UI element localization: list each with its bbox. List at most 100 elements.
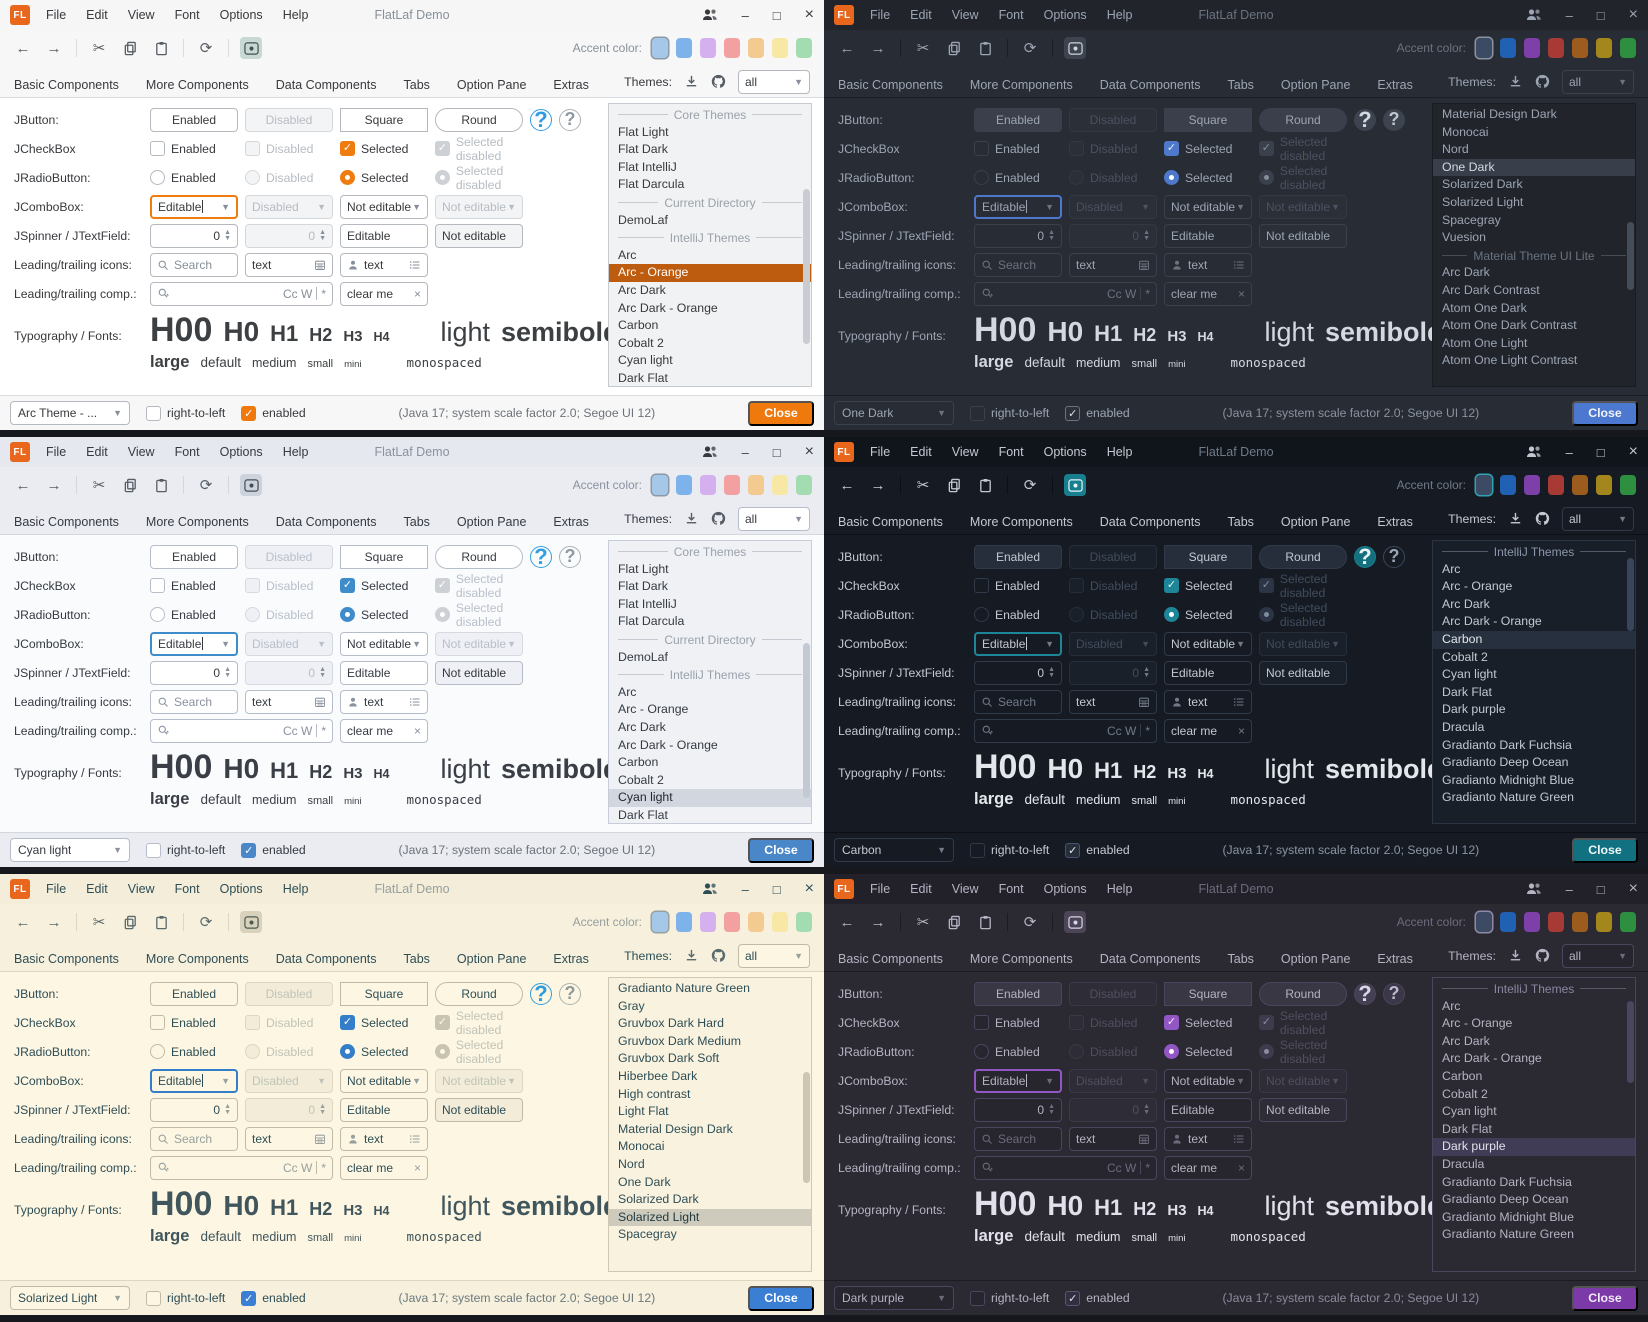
theme-list-item[interactable]: Arc Dark - Orange — [618, 737, 718, 752]
menu-font[interactable]: Font — [174, 8, 200, 22]
menu-font[interactable]: Font — [174, 882, 200, 896]
theme-list-item[interactable]: Cyan light — [609, 789, 811, 807]
show-hidden-icon[interactable] — [1064, 37, 1086, 59]
enabled-box[interactable]: ✓ — [241, 1290, 257, 1306]
theme-list-item[interactable]: Cobalt 2 — [1442, 649, 1488, 664]
tab-option-pane[interactable]: Option Pane — [456, 514, 527, 529]
users-icon[interactable] — [1526, 444, 1542, 460]
radio-disabled[interactable]: Disabled — [1069, 170, 1157, 185]
enabled-box[interactable]: ✓ — [241, 842, 257, 858]
themes-filter-combo[interactable]: all ▼ — [1562, 69, 1634, 94]
combobox-not-editable[interactable]: Not editable ▼ — [1164, 631, 1252, 656]
tab-tabs[interactable]: Tabs — [403, 951, 430, 966]
radio-enabled-circle[interactable] — [150, 607, 165, 622]
theme-list-item[interactable]: Cyan light — [618, 353, 673, 368]
github-icon[interactable] — [1535, 74, 1550, 89]
clear-icon[interactable]: × — [1237, 286, 1245, 301]
enabled-box[interactable]: ✓ — [1065, 1290, 1081, 1306]
forward-icon[interactable]: → — [46, 39, 62, 57]
radio-enabled[interactable]: Enabled — [150, 1044, 238, 1059]
tab-extras[interactable]: Extras — [1377, 77, 1413, 92]
theme-list-item[interactable]: Spacegray — [1442, 212, 1501, 227]
enabled-box[interactable]: ✓ — [1065, 842, 1081, 858]
checkbox-enabled-box[interactable] — [150, 1015, 165, 1030]
checkbox-selected-disabled[interactable]: ✓ Selected disabled — [1259, 1009, 1375, 1037]
theme-list-item[interactable]: Cyan light — [1442, 667, 1497, 682]
close-window-button[interactable]: × — [804, 6, 814, 23]
spinner-up-icon[interactable]: ▲ — [224, 1102, 231, 1110]
download-icon[interactable] — [1508, 74, 1523, 89]
theme-list-item[interactable]: Gradianto Dark Fuchsia — [1442, 737, 1572, 752]
cut-icon[interactable]: ✂ — [92, 477, 106, 494]
right-to-left-checkbox[interactable]: right-to-left — [146, 1290, 225, 1306]
copy-icon[interactable] — [119, 37, 141, 59]
theme-list-item[interactable]: Spacegray — [618, 1227, 677, 1242]
scrollbar-thumb[interactable] — [1627, 222, 1634, 291]
checkbox-selected-disabled[interactable]: ✓ Selected disabled — [435, 572, 551, 600]
accent-swatch-4[interactable] — [724, 475, 740, 495]
radio-disabled[interactable]: Disabled — [1069, 1044, 1157, 1059]
back-icon[interactable]: ← — [839, 476, 855, 494]
search-with-menu-icon[interactable] — [981, 1161, 994, 1174]
menu-help[interactable]: Help — [1106, 8, 1133, 22]
regex-button[interactable]: * — [1145, 723, 1150, 738]
radio-selected-disabled-circle[interactable] — [435, 607, 450, 622]
textfield-editable[interactable]: Editable — [1164, 223, 1252, 248]
maximize-button[interactable]: □ — [1596, 7, 1605, 23]
accent-swatch-1[interactable] — [1476, 475, 1492, 495]
clearable-field[interactable]: clear me × — [1164, 718, 1252, 743]
spinner-up-icon[interactable]: ▲ — [1143, 665, 1150, 673]
theme-list-item[interactable]: Cobalt 2 — [1442, 1086, 1488, 1101]
radio-disabled-circle[interactable] — [1069, 1044, 1084, 1059]
copy-icon[interactable] — [943, 474, 965, 496]
calendar-icon[interactable] — [314, 696, 326, 708]
spinner-enabled[interactable]: 0 ▲ ▼ — [974, 660, 1062, 685]
scrollbar-thumb[interactable] — [803, 642, 810, 798]
tab-tabs[interactable]: Tabs — [403, 77, 430, 92]
tab-extras[interactable]: Extras — [553, 514, 589, 529]
theme-list-item[interactable]: Flat Light — [618, 561, 669, 576]
search-options-field[interactable]: Cc W * — [974, 718, 1157, 743]
combobox-editable[interactable]: Editable ▼ — [974, 631, 1062, 656]
menu-help[interactable]: Help — [282, 445, 309, 459]
close-button[interactable]: Close — [1571, 837, 1638, 863]
radio-enabled[interactable]: Enabled — [150, 607, 238, 622]
combobox-editable[interactable]: Editable ▼ — [150, 194, 238, 219]
download-icon[interactable] — [1508, 511, 1523, 526]
clearable-field[interactable]: clear me × — [340, 1155, 428, 1180]
spinner-down-icon[interactable]: ▼ — [224, 671, 231, 679]
theme-list-item[interactable]: Arc Dark - Orange — [618, 300, 718, 315]
search-field[interactable]: Search — [974, 252, 1062, 277]
radio-enabled[interactable]: Enabled — [974, 607, 1062, 622]
tab-option-pane[interactable]: Option Pane — [456, 77, 527, 92]
enabled-button[interactable]: Enabled — [974, 107, 1062, 132]
users-icon[interactable] — [702, 881, 718, 897]
menu-view[interactable]: View — [951, 445, 979, 459]
forward-icon[interactable]: → — [46, 476, 62, 494]
menu-view[interactable]: View — [127, 8, 155, 22]
spinner-enabled[interactable]: 0 ▲ ▼ — [974, 223, 1062, 248]
close-window-button[interactable]: × — [804, 443, 814, 460]
checkbox-disabled-box[interactable] — [245, 578, 260, 593]
clearable-field[interactable]: clear me × — [340, 718, 428, 743]
theme-list-item[interactable]: Monocai — [1442, 124, 1489, 139]
right-to-left-box[interactable] — [146, 405, 161, 421]
theme-list-item[interactable]: Carbon — [1433, 630, 1635, 649]
tab-tabs[interactable]: Tabs — [403, 514, 430, 529]
search-field[interactable]: Search — [974, 1126, 1062, 1151]
close-window-button[interactable]: × — [1628, 880, 1638, 897]
spinner-down-icon[interactable]: ▼ — [1048, 1108, 1055, 1116]
theme-list-item[interactable]: Solarized Dark — [1442, 177, 1523, 192]
menu-edit[interactable]: Edit — [910, 445, 932, 459]
theme-list-item[interactable]: Gradianto Midnight Blue — [1442, 1209, 1574, 1224]
text-field-calendar[interactable]: text — [1069, 689, 1157, 714]
checkbox-disabled[interactable]: Disabled — [1069, 141, 1157, 156]
radio-enabled-circle[interactable] — [974, 1044, 989, 1059]
github-icon[interactable] — [1535, 948, 1550, 963]
spinner-arrows[interactable]: ▲ ▼ — [319, 666, 326, 679]
spinner-down-icon[interactable]: ▼ — [1048, 671, 1055, 679]
theme-list-item[interactable]: Gradianto Deep Ocean — [1442, 755, 1569, 770]
theme-list-item[interactable]: Cobalt 2 — [618, 772, 664, 787]
download-icon[interactable] — [1508, 948, 1523, 963]
theme-list-item[interactable]: Dark purple — [1433, 1138, 1635, 1156]
